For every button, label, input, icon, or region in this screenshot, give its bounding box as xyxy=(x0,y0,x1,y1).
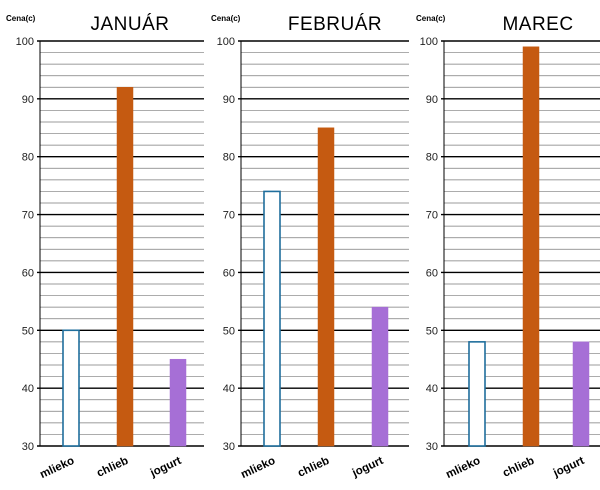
chart-svg: 30 40 50 60 70 80 90 100 Cena(c) MAREC mlieko chlie… xyxy=(416,14,600,481)
y-tick-label: 40 xyxy=(22,383,34,395)
category-label-chlieb: chlieb xyxy=(501,455,536,480)
bar-jogurt xyxy=(169,358,187,447)
category-label-chlieb: chlieb xyxy=(296,455,331,480)
y-tick-label: 100 xyxy=(420,36,438,48)
chart-svg: 30 40 50 60 70 80 90 100 Cena(c) FEBRUÁR mlieko chl… xyxy=(211,14,409,481)
y-tick-label: 80 xyxy=(426,152,438,164)
bar-mlieko xyxy=(62,329,80,447)
chart-title: JANUÁR xyxy=(90,14,169,35)
bar-mlieko xyxy=(468,341,486,447)
chart-panel-januar: 30 40 50 60 70 80 90 100 Cena(c) JANUÁR mlieko chli… xyxy=(0,0,205,490)
y-tick-label: 50 xyxy=(22,325,34,337)
bar-chlieb xyxy=(522,46,540,447)
category-label-jogurt: jogurt xyxy=(350,455,386,480)
category-label-mlieko: mlieko xyxy=(444,455,482,481)
category-label-mlieko: mlieko xyxy=(38,455,76,481)
y-tick-label: 40 xyxy=(223,383,235,395)
y-tick-label: 60 xyxy=(426,267,438,279)
category-label-mlieko: mlieko xyxy=(239,455,277,481)
y-tick-label: 70 xyxy=(22,210,34,222)
chart-title: MAREC xyxy=(502,14,573,35)
y-tick-label: 90 xyxy=(223,94,235,106)
bar-jogurt xyxy=(371,306,389,447)
y-tick-label: 50 xyxy=(426,325,438,337)
chart-panel-marec: 30 40 50 60 70 80 90 100 Cena(c) MAREC mlieko chlie… xyxy=(410,0,600,490)
y-tick-label: 60 xyxy=(22,267,34,279)
bar-chlieb xyxy=(317,127,335,447)
category-label-chlieb: chlieb xyxy=(95,455,130,480)
chart-title: FEBRUÁR xyxy=(288,14,382,35)
category-label-jogurt: jogurt xyxy=(551,455,587,480)
y-tick-label: 30 xyxy=(223,441,235,453)
y-tick-label: 40 xyxy=(426,383,438,395)
y-tick-label: 100 xyxy=(217,36,235,48)
y-tick-label: 50 xyxy=(223,325,235,337)
bar-mlieko xyxy=(263,190,281,447)
y-tick-label: 90 xyxy=(22,94,34,106)
y-tick-label: 30 xyxy=(22,441,34,453)
y-tick-label: 70 xyxy=(426,210,438,222)
y-tick-label: 100 xyxy=(16,36,34,48)
y-tick-label: 30 xyxy=(426,441,438,453)
y-axis-label: Cena(c) xyxy=(211,14,241,23)
y-axis-label: Cena(c) xyxy=(6,14,36,23)
y-tick-label: 80 xyxy=(223,152,235,164)
category-label-jogurt: jogurt xyxy=(148,455,184,480)
bar-chlieb xyxy=(116,87,134,447)
y-tick-label: 60 xyxy=(223,267,235,279)
bar-jogurt xyxy=(572,341,590,447)
y-axis-label: Cena(c) xyxy=(416,14,446,23)
chart-panel-februar: 30 40 50 60 70 80 90 100 Cena(c) FEBRUÁR mlieko chl… xyxy=(205,0,410,490)
y-tick-label: 90 xyxy=(426,94,438,106)
y-tick-label: 80 xyxy=(22,152,34,164)
y-tick-label: 70 xyxy=(223,210,235,222)
chart-svg: 30 40 50 60 70 80 90 100 Cena(c) JANUÁR mlieko chli… xyxy=(6,14,204,481)
